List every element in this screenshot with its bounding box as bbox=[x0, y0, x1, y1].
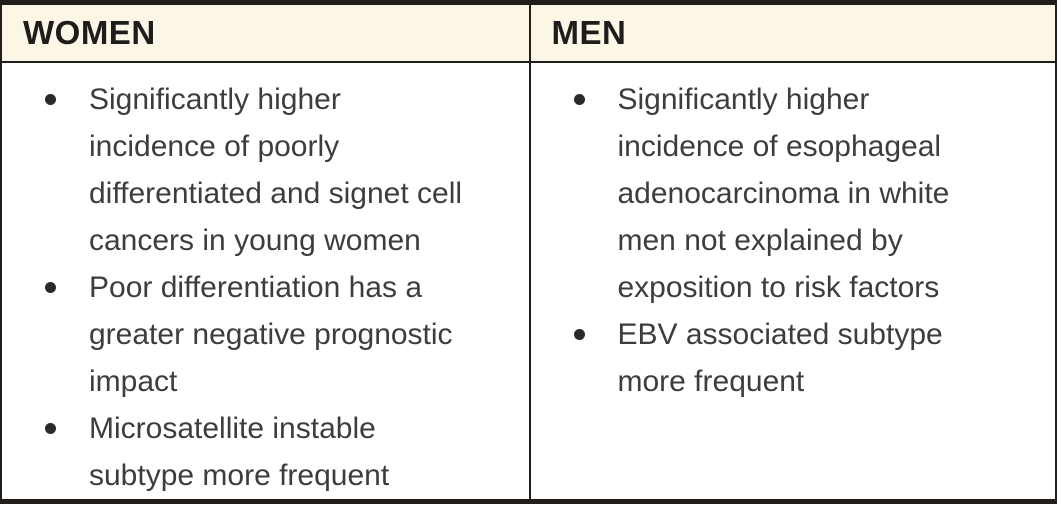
women-bullet-list: Significantly higher incidence of poorly… bbox=[2, 76, 529, 499]
bullet-icon bbox=[45, 282, 56, 293]
bullet-icon bbox=[573, 94, 585, 105]
list-item: Poor differentiation has a greater negat… bbox=[2, 264, 529, 405]
list-item-text: EBV associated subtype more frequent bbox=[617, 318, 943, 398]
column-header-women-label: WOMEN bbox=[23, 14, 156, 51]
list-item-text: Microsatellite instable subtype more fre… bbox=[89, 412, 390, 492]
bullet-icon bbox=[45, 423, 56, 434]
list-item: EBV associated subtype more frequent bbox=[531, 311, 1056, 405]
column-header-women: WOMEN bbox=[2, 5, 529, 63]
list-item: Significantly higher incidence of esopha… bbox=[531, 76, 1056, 311]
men-bullet-list: Significantly higher incidence of esopha… bbox=[531, 76, 1056, 405]
column-header-men-label: MEN bbox=[551, 14, 627, 51]
list-item: Significantly higher incidence of poorly… bbox=[2, 76, 529, 264]
women-body-cell: Significantly higher incidence of poorly… bbox=[2, 63, 529, 499]
column-header-men: MEN bbox=[528, 5, 1055, 63]
bullet-icon bbox=[573, 329, 585, 340]
bullet-icon bbox=[45, 94, 56, 105]
list-item: Microsatellite instable subtype more fre… bbox=[2, 405, 529, 499]
list-item-text: Significantly higher incidence of esopha… bbox=[617, 83, 950, 304]
list-item-text: Significantly higher incidence of poorly… bbox=[89, 83, 463, 257]
list-item-text: Poor differentiation has a greater negat… bbox=[89, 271, 453, 398]
men-body-cell: Significantly higher incidence of esopha… bbox=[528, 63, 1056, 499]
